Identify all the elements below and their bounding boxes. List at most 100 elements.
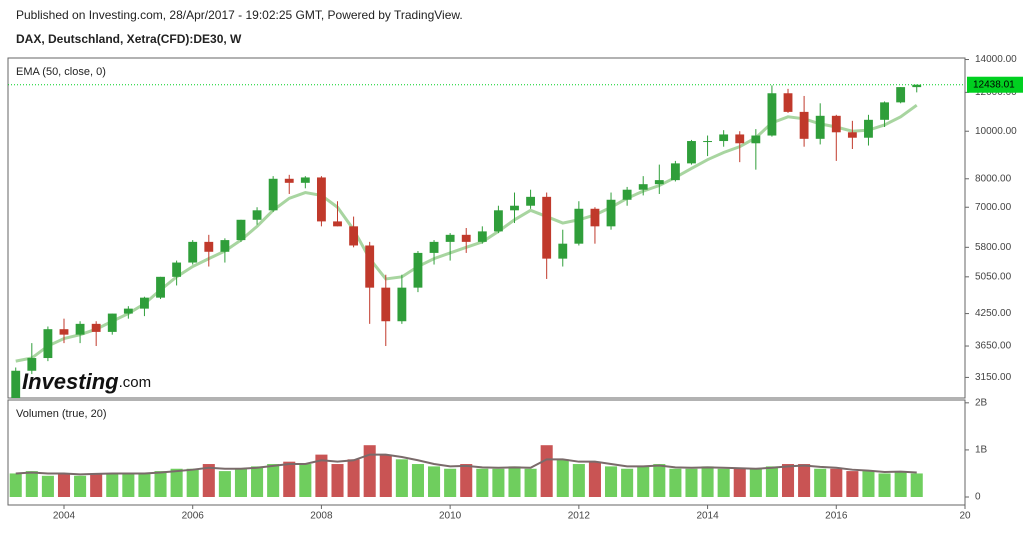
volume-bar	[492, 468, 505, 497]
candle-body	[847, 132, 857, 138]
x-tick-label: 20	[959, 511, 971, 522]
candle-body	[140, 297, 149, 309]
candle-body	[365, 245, 375, 288]
volume-bar	[701, 466, 714, 497]
volume-bar	[846, 471, 859, 497]
last-price-box	[967, 76, 1023, 93]
candle-body	[510, 205, 519, 211]
candle-body	[590, 208, 600, 227]
y-tick-label: 14000.00	[975, 54, 1017, 65]
candle-body	[284, 178, 294, 183]
volume-bar	[637, 466, 650, 497]
volume-bar	[154, 471, 167, 497]
volume-bar	[428, 466, 441, 497]
volume-bar	[218, 471, 231, 497]
x-tick-label: 2008	[310, 511, 333, 522]
y-tick-label: 3650.00	[975, 341, 1012, 352]
y-tick-label: 4250.00	[975, 308, 1012, 319]
candle-body	[188, 241, 198, 263]
volume-bar	[894, 471, 907, 497]
candle-body	[542, 196, 552, 259]
volume-bar	[234, 468, 248, 497]
logo-name: Investing	[22, 369, 119, 394]
volume-bar	[9, 473, 22, 497]
volume-bar	[186, 468, 199, 497]
last-price-label: 12438.01	[973, 79, 1015, 90]
candle-body	[75, 323, 85, 335]
candle-body	[252, 210, 262, 220]
volume-bar	[411, 464, 424, 497]
volume-bar	[798, 464, 811, 497]
volume-bar	[765, 466, 778, 497]
candle-body	[107, 313, 117, 332]
candle-body	[91, 323, 101, 332]
candle-body	[11, 370, 21, 398]
volume-bar	[669, 468, 682, 497]
volume-bar	[524, 468, 537, 497]
candle-body	[912, 84, 922, 88]
candle-body	[783, 93, 793, 112]
published-note: Published on Investing.com, 28/Apr/2017 …	[16, 8, 463, 22]
candle-body	[896, 87, 906, 103]
logo-suffix: .com	[119, 374, 152, 391]
x-tick-label: 2004	[53, 511, 76, 522]
candle-body	[27, 358, 37, 371]
candle-body	[622, 189, 632, 200]
volume-title: Volumen (true, 20)	[16, 408, 107, 420]
volume-bar	[910, 473, 923, 497]
volume-bar	[460, 464, 473, 497]
candle-body	[767, 93, 777, 136]
volume-bar	[476, 468, 489, 497]
candle-body	[526, 196, 536, 206]
candle-body	[558, 243, 568, 259]
volume-bar	[25, 471, 38, 497]
volume-bar	[283, 461, 296, 497]
volume-bar	[685, 468, 698, 497]
candle-body	[670, 163, 680, 181]
volume-bar	[749, 468, 762, 497]
x-tick-label: 2010	[439, 511, 462, 522]
volume-bar	[621, 468, 634, 497]
volume-bar	[122, 473, 135, 497]
volume-bar	[572, 464, 585, 497]
volume-bar	[363, 445, 376, 497]
candle-body	[397, 287, 407, 322]
volume-panel	[7, 399, 966, 506]
candle-body	[477, 231, 487, 242]
x-tick-label: 2016	[825, 511, 848, 522]
volume-ma-line	[15, 453, 917, 476]
volume-bar	[540, 445, 553, 497]
candle-body	[799, 111, 809, 139]
volume-bar	[347, 459, 360, 497]
candle-body	[461, 234, 471, 242]
volume-bar	[781, 464, 795, 497]
candle-body	[268, 178, 278, 211]
volume-bar	[267, 464, 280, 497]
candle-body	[831, 115, 841, 133]
y-tick-label: 1B	[975, 445, 988, 456]
candle-body	[654, 180, 664, 185]
candle-body	[59, 329, 69, 335]
candle-body	[300, 177, 310, 183]
candle-body	[687, 141, 696, 164]
candle-body	[429, 241, 439, 253]
y-tick-label: 3150.00	[975, 372, 1012, 383]
volume-bar	[814, 468, 827, 497]
y-tick-label: 10000.00	[975, 126, 1017, 137]
candle-body	[719, 134, 729, 142]
volume-bar	[862, 471, 875, 497]
candle-body	[381, 287, 391, 322]
candle-body	[751, 135, 761, 144]
volume-bar	[41, 475, 54, 497]
candle-body	[43, 329, 53, 359]
volume-bar	[878, 473, 891, 497]
x-tick-label: 2014	[696, 511, 719, 522]
x-tick-label: 2012	[568, 511, 591, 522]
candle-body	[703, 141, 712, 143]
y-tick-label: 0	[975, 492, 981, 503]
candle-body	[815, 115, 825, 139]
candle-body	[333, 221, 342, 227]
candle-body	[349, 226, 359, 246]
candle-body	[493, 210, 503, 232]
y-tick-label: 8000.00	[975, 173, 1012, 184]
